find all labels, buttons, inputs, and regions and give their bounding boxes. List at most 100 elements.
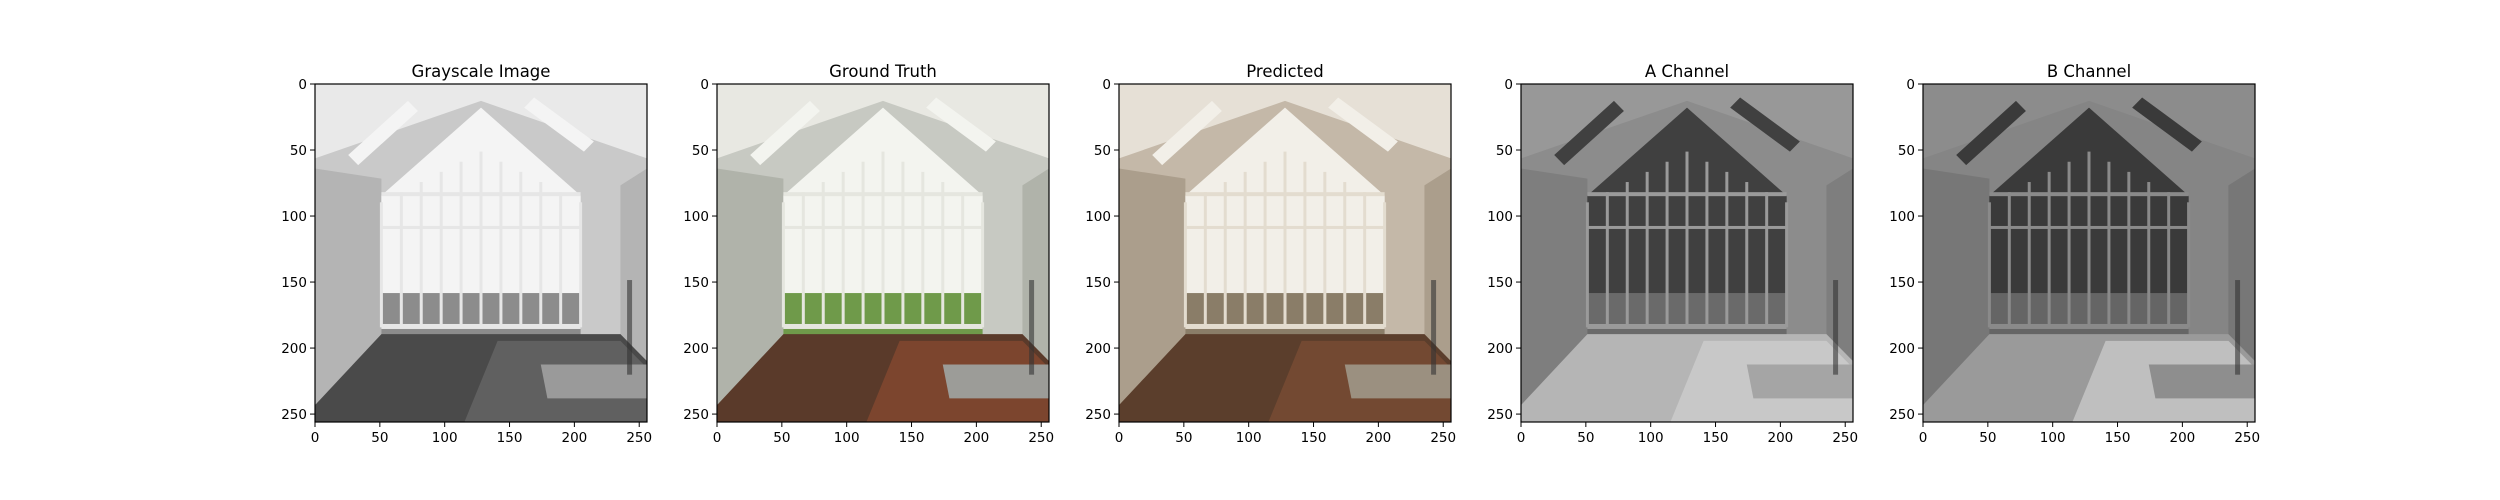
left-wall xyxy=(1119,168,1186,406)
x-tick-label: 100 xyxy=(834,430,860,446)
window-rail xyxy=(1185,225,1385,229)
y-tick-label: 0 xyxy=(298,77,307,93)
x-tick-label: 250 xyxy=(1832,430,1858,446)
y-tick-label: 200 xyxy=(1085,341,1111,357)
window-mullion xyxy=(881,151,885,328)
window-mullion xyxy=(2127,171,2131,328)
window-mullion xyxy=(419,182,423,328)
kitchen-sink xyxy=(540,364,647,399)
x-tick-label: 0 xyxy=(1919,430,1928,446)
axes-frame xyxy=(1520,83,1854,423)
window-mullion xyxy=(1765,192,1769,328)
panel-ground-truth: Ground Truth 0 50 100 150 200 250 0 50 100 150 200… xyxy=(682,0,1054,500)
right-wall xyxy=(1826,168,1853,389)
y-tick-label: 50 xyxy=(1094,143,1111,159)
window-mullion xyxy=(821,182,825,328)
skylight-left xyxy=(1152,100,1222,166)
y-tick-label: 250 xyxy=(281,407,307,423)
y-tick-label: 250 xyxy=(683,407,709,423)
window-mullion xyxy=(1745,182,1749,328)
skylight-left xyxy=(348,100,418,166)
y-tick-label: 50 xyxy=(1898,143,1915,159)
y-tick-label: 100 xyxy=(1487,209,1513,225)
x-tick-label: 50 xyxy=(1577,430,1594,446)
window-mullion xyxy=(921,171,925,328)
window-mullion xyxy=(841,171,845,328)
x-tick-label: 50 xyxy=(371,430,388,446)
skylight-right xyxy=(1730,97,1800,152)
window-mullion xyxy=(901,161,905,328)
window-mullion xyxy=(1343,182,1347,328)
x-tick-label: 150 xyxy=(2105,430,2131,446)
y-tick-label: 100 xyxy=(281,209,307,225)
y-tick-label: 0 xyxy=(1504,77,1513,93)
window-mullion xyxy=(1665,161,1669,328)
window-mullion xyxy=(1987,202,1991,328)
window-mullion xyxy=(1243,171,1247,328)
window-rail xyxy=(1989,225,2189,229)
x-tick-label: 100 xyxy=(1236,430,1262,446)
y-tick-label: 150 xyxy=(1487,275,1513,291)
window-mullion xyxy=(1785,202,1789,328)
x-tick-label: 100 xyxy=(432,430,458,446)
y-tick-label: 0 xyxy=(1102,77,1111,93)
x-tick-label: 150 xyxy=(497,430,523,446)
kitchen-sink xyxy=(1344,364,1451,399)
x-tick-label: 100 xyxy=(2040,430,2066,446)
axes-frame xyxy=(1118,83,1452,423)
y-tick-label: 200 xyxy=(1889,341,1915,357)
kitchen-tap xyxy=(1833,280,1839,375)
window-sill xyxy=(1587,323,1787,329)
window-mullion xyxy=(2007,192,2011,328)
x-tick-label: 0 xyxy=(713,430,722,446)
window-transom xyxy=(381,192,581,197)
window-transom xyxy=(783,192,983,197)
window-mullion xyxy=(2107,161,2111,328)
kitchen-sink xyxy=(2148,364,2255,399)
window-mullion xyxy=(1183,202,1187,328)
window-mullion xyxy=(539,182,543,328)
y-tick-label: 50 xyxy=(290,143,307,159)
y-tick-label: 150 xyxy=(1889,275,1915,291)
x-tick-label: 250 xyxy=(1430,430,1456,446)
window-mullion xyxy=(2027,182,2031,328)
ceiling xyxy=(1923,84,2255,159)
window-mullion xyxy=(1685,151,1689,328)
right-wall xyxy=(1424,168,1451,389)
x-tick-label: 200 xyxy=(1365,430,1391,446)
window-mullion xyxy=(479,151,483,328)
grayscale-image xyxy=(315,84,647,422)
window-mullion xyxy=(981,202,985,328)
y-tick-label: 200 xyxy=(281,341,307,357)
window-mullion xyxy=(2187,202,2191,328)
y-tick-label: 150 xyxy=(1085,275,1111,291)
skylight-right xyxy=(2132,97,2202,152)
left-wall xyxy=(1521,168,1588,406)
window-mullion xyxy=(1725,171,1729,328)
kitchen-tap xyxy=(627,280,633,375)
skylight-right xyxy=(1328,97,1398,152)
window-mullion xyxy=(801,192,805,328)
x-tick-label: 250 xyxy=(626,430,652,446)
y-tick-label: 100 xyxy=(1085,209,1111,225)
window-mullion xyxy=(1283,151,1287,328)
y-tick-label: 200 xyxy=(683,341,709,357)
window-transom xyxy=(1989,192,2189,197)
x-tick-label: 250 xyxy=(1028,430,1054,446)
ceiling xyxy=(315,84,647,159)
ground-truth-image xyxy=(717,84,1049,422)
window-mullion xyxy=(1625,182,1629,328)
panel-title: A Channel xyxy=(1645,62,1729,81)
x-tick-label: 50 xyxy=(1979,430,1996,446)
kitchen-sink xyxy=(942,364,1049,399)
window-mullion xyxy=(399,192,403,328)
kitchen-tap xyxy=(1431,280,1437,375)
panel-title: Ground Truth xyxy=(829,62,937,81)
window-mullion xyxy=(519,171,523,328)
window-mullion xyxy=(1223,182,1227,328)
window-mullion xyxy=(1705,161,1709,328)
window-mullion xyxy=(781,202,785,328)
